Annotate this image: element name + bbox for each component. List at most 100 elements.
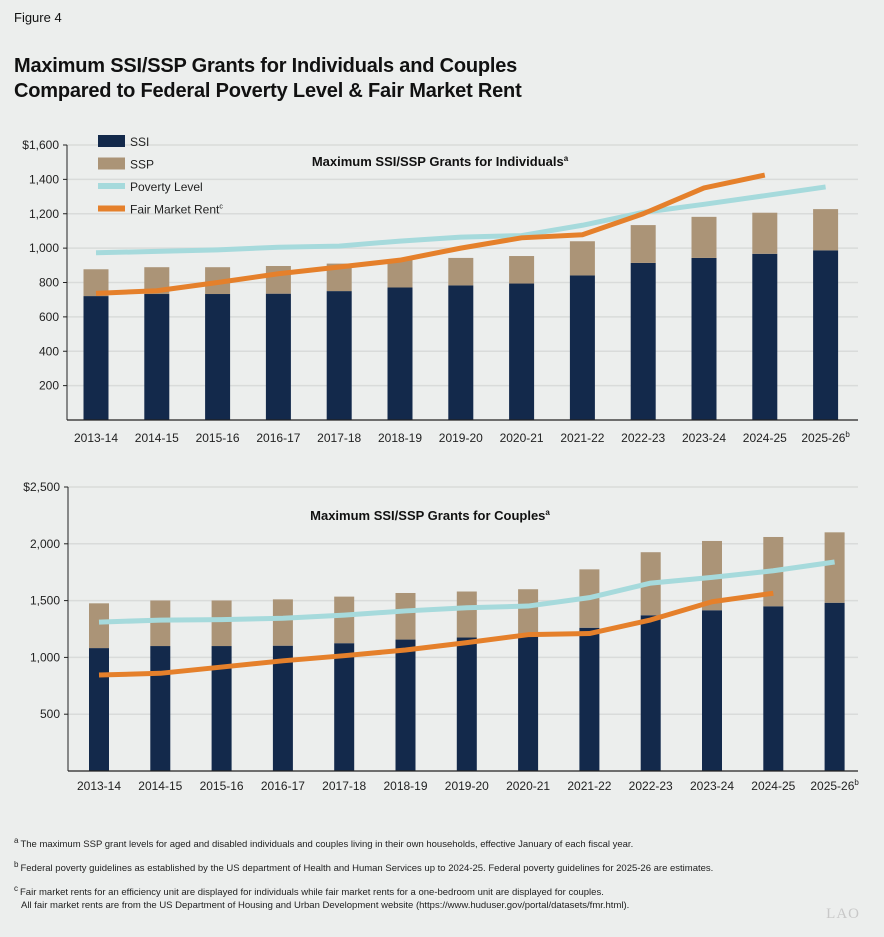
bar-ssp	[509, 256, 535, 284]
x-tick-label: 2018-19	[378, 431, 422, 445]
legend-swatch-poverty	[98, 183, 125, 189]
x-tick-label: 2013-14	[74, 431, 118, 445]
figure-label: Figure 4	[14, 10, 62, 25]
bar-ssi	[89, 648, 109, 771]
bar-ssi	[334, 643, 355, 771]
x-tick-label: 2024-25	[743, 431, 787, 445]
couples-chart: 500 1,000 1,500 2,000 $2,500 2013-14 2014-15 20…	[23, 480, 859, 793]
legend-label: SSI	[130, 135, 149, 149]
y-tick-label: 1,000	[29, 241, 59, 255]
bar-ssi	[630, 262, 656, 420]
lao-logo: LAO	[826, 906, 860, 922]
x-tick-label: 2021-22	[560, 431, 604, 445]
x-tick-label: 2016-17	[261, 779, 305, 793]
y-tick-label: 500	[40, 707, 60, 721]
bar-ssi	[395, 639, 416, 771]
x-tick-label: 2016-17	[256, 431, 300, 445]
bar-ssi	[144, 294, 170, 420]
poverty-level-line	[98, 559, 835, 625]
bar-ssp	[518, 589, 539, 636]
legend-swatch-ssp	[98, 157, 125, 170]
bar-ssi	[691, 257, 717, 420]
bar-ssi	[579, 627, 600, 771]
x-tick-label: 2022-23	[621, 431, 665, 445]
footnote-text: Fair market rents for an efficiency unit…	[20, 887, 604, 899]
x-tick-label: 2019-20	[439, 431, 483, 445]
footnote-mark: a	[14, 836, 19, 845]
x-tick-label: 2014-15	[138, 779, 182, 793]
bar-ssp	[150, 600, 171, 647]
x-tick-label: 2019-20	[445, 779, 489, 793]
x-tick-label: 2013-14	[77, 779, 121, 793]
bar-ssp	[89, 603, 109, 649]
bar-ssi	[272, 645, 293, 771]
poverty-level-line	[95, 184, 826, 256]
bar-ssi	[824, 602, 845, 771]
chart-title: Maximum SSI/SSP Grants for Couplesa	[310, 508, 550, 523]
y-tick-label: 1,200	[29, 207, 59, 221]
bar-ssp	[752, 212, 778, 254]
x-tick-label: 2015-16	[196, 431, 240, 445]
legend-label: SSP	[130, 158, 154, 172]
individuals-chart: 200 400 600 800 1,000 1,200 1,400 $1,600 2013-14…	[22, 135, 858, 445]
bar-ssp	[334, 596, 355, 644]
y-tick-label: 800	[39, 276, 59, 290]
bar-ssi	[448, 285, 474, 420]
x-tick-label: 2025-26b	[801, 430, 850, 445]
bar-ssp	[691, 216, 717, 258]
bar-ssi	[569, 275, 595, 420]
bar-ssi	[640, 615, 661, 771]
bar-ssi	[205, 294, 231, 420]
x-tick-label: 2015-16	[200, 779, 244, 793]
x-tick-label: 2024-25	[751, 779, 795, 793]
legend-swatch-fmr	[98, 205, 125, 212]
fair-market-rent-line	[98, 590, 774, 678]
x-tick-label: 2014-15	[135, 431, 179, 445]
y-tick-label: 1,500	[30, 594, 60, 608]
y-tick-label: $1,600	[22, 138, 59, 152]
y-tick-label: 600	[39, 310, 59, 324]
x-tick-label: 2022-23	[629, 779, 673, 793]
y-tick-label: 200	[39, 379, 59, 393]
bar-ssi	[509, 283, 535, 420]
bar-ssi	[150, 646, 171, 771]
footnotes: a The maximum SSP grant levels for aged a…	[14, 834, 713, 919]
bar-ssp	[387, 259, 413, 288]
bar-ssp	[824, 532, 845, 603]
x-tick-label: 2021-22	[567, 779, 611, 793]
footnote-text: The maximum SSP grant levels for aged an…	[20, 839, 634, 851]
bar-ssi	[265, 293, 291, 420]
bar-ssp	[448, 257, 474, 286]
figure-title: Maximum SSI/SSP Grants for Individuals a…	[14, 54, 522, 104]
footnote-b: b Federal poverty guidelines as establish…	[14, 858, 713, 875]
bar-ssp	[395, 592, 416, 640]
bar-ssi	[211, 646, 232, 771]
footnote-mark: b	[14, 860, 19, 870]
bar-ssp	[813, 209, 839, 251]
x-tick-label: 2017-18	[322, 779, 366, 793]
bar-ssi	[813, 250, 839, 420]
title-line-1: Maximum SSI/SSP Grants for Individuals a…	[14, 55, 518, 77]
y-tick-label: 1,000	[30, 650, 60, 664]
chart-title: Maximum SSI/SSP Grants for Individualsa	[312, 154, 569, 169]
bar-ssp	[272, 599, 293, 646]
footnote-a: a The maximum SSP grant levels for aged a…	[14, 834, 713, 851]
bar-ssi	[752, 253, 778, 420]
x-tick-label: 2023-24	[682, 431, 726, 445]
footnote-text: Federal poverty guidelines as establishe…	[20, 863, 714, 875]
x-tick-label: 2018-19	[383, 779, 427, 793]
y-tick-label: 1,400	[29, 172, 59, 186]
x-tick-label: 2020-21	[500, 431, 544, 445]
footnote-text: All fair market rents are from the US De…	[21, 900, 630, 912]
x-tick-label: 2023-24	[690, 779, 734, 793]
bar-ssp	[569, 241, 595, 276]
bar-ssp	[265, 266, 291, 294]
bar-ssp	[211, 600, 232, 647]
y-tick-label: $2,500	[23, 480, 60, 494]
fair-market-rent-line	[95, 172, 766, 296]
legend-label: Fair Market Rentc	[130, 203, 223, 217]
bar-ssi	[518, 635, 539, 771]
bar-ssp	[630, 225, 656, 263]
legend-swatch-ssi	[98, 135, 125, 147]
y-tick-label: 2,000	[30, 537, 60, 551]
